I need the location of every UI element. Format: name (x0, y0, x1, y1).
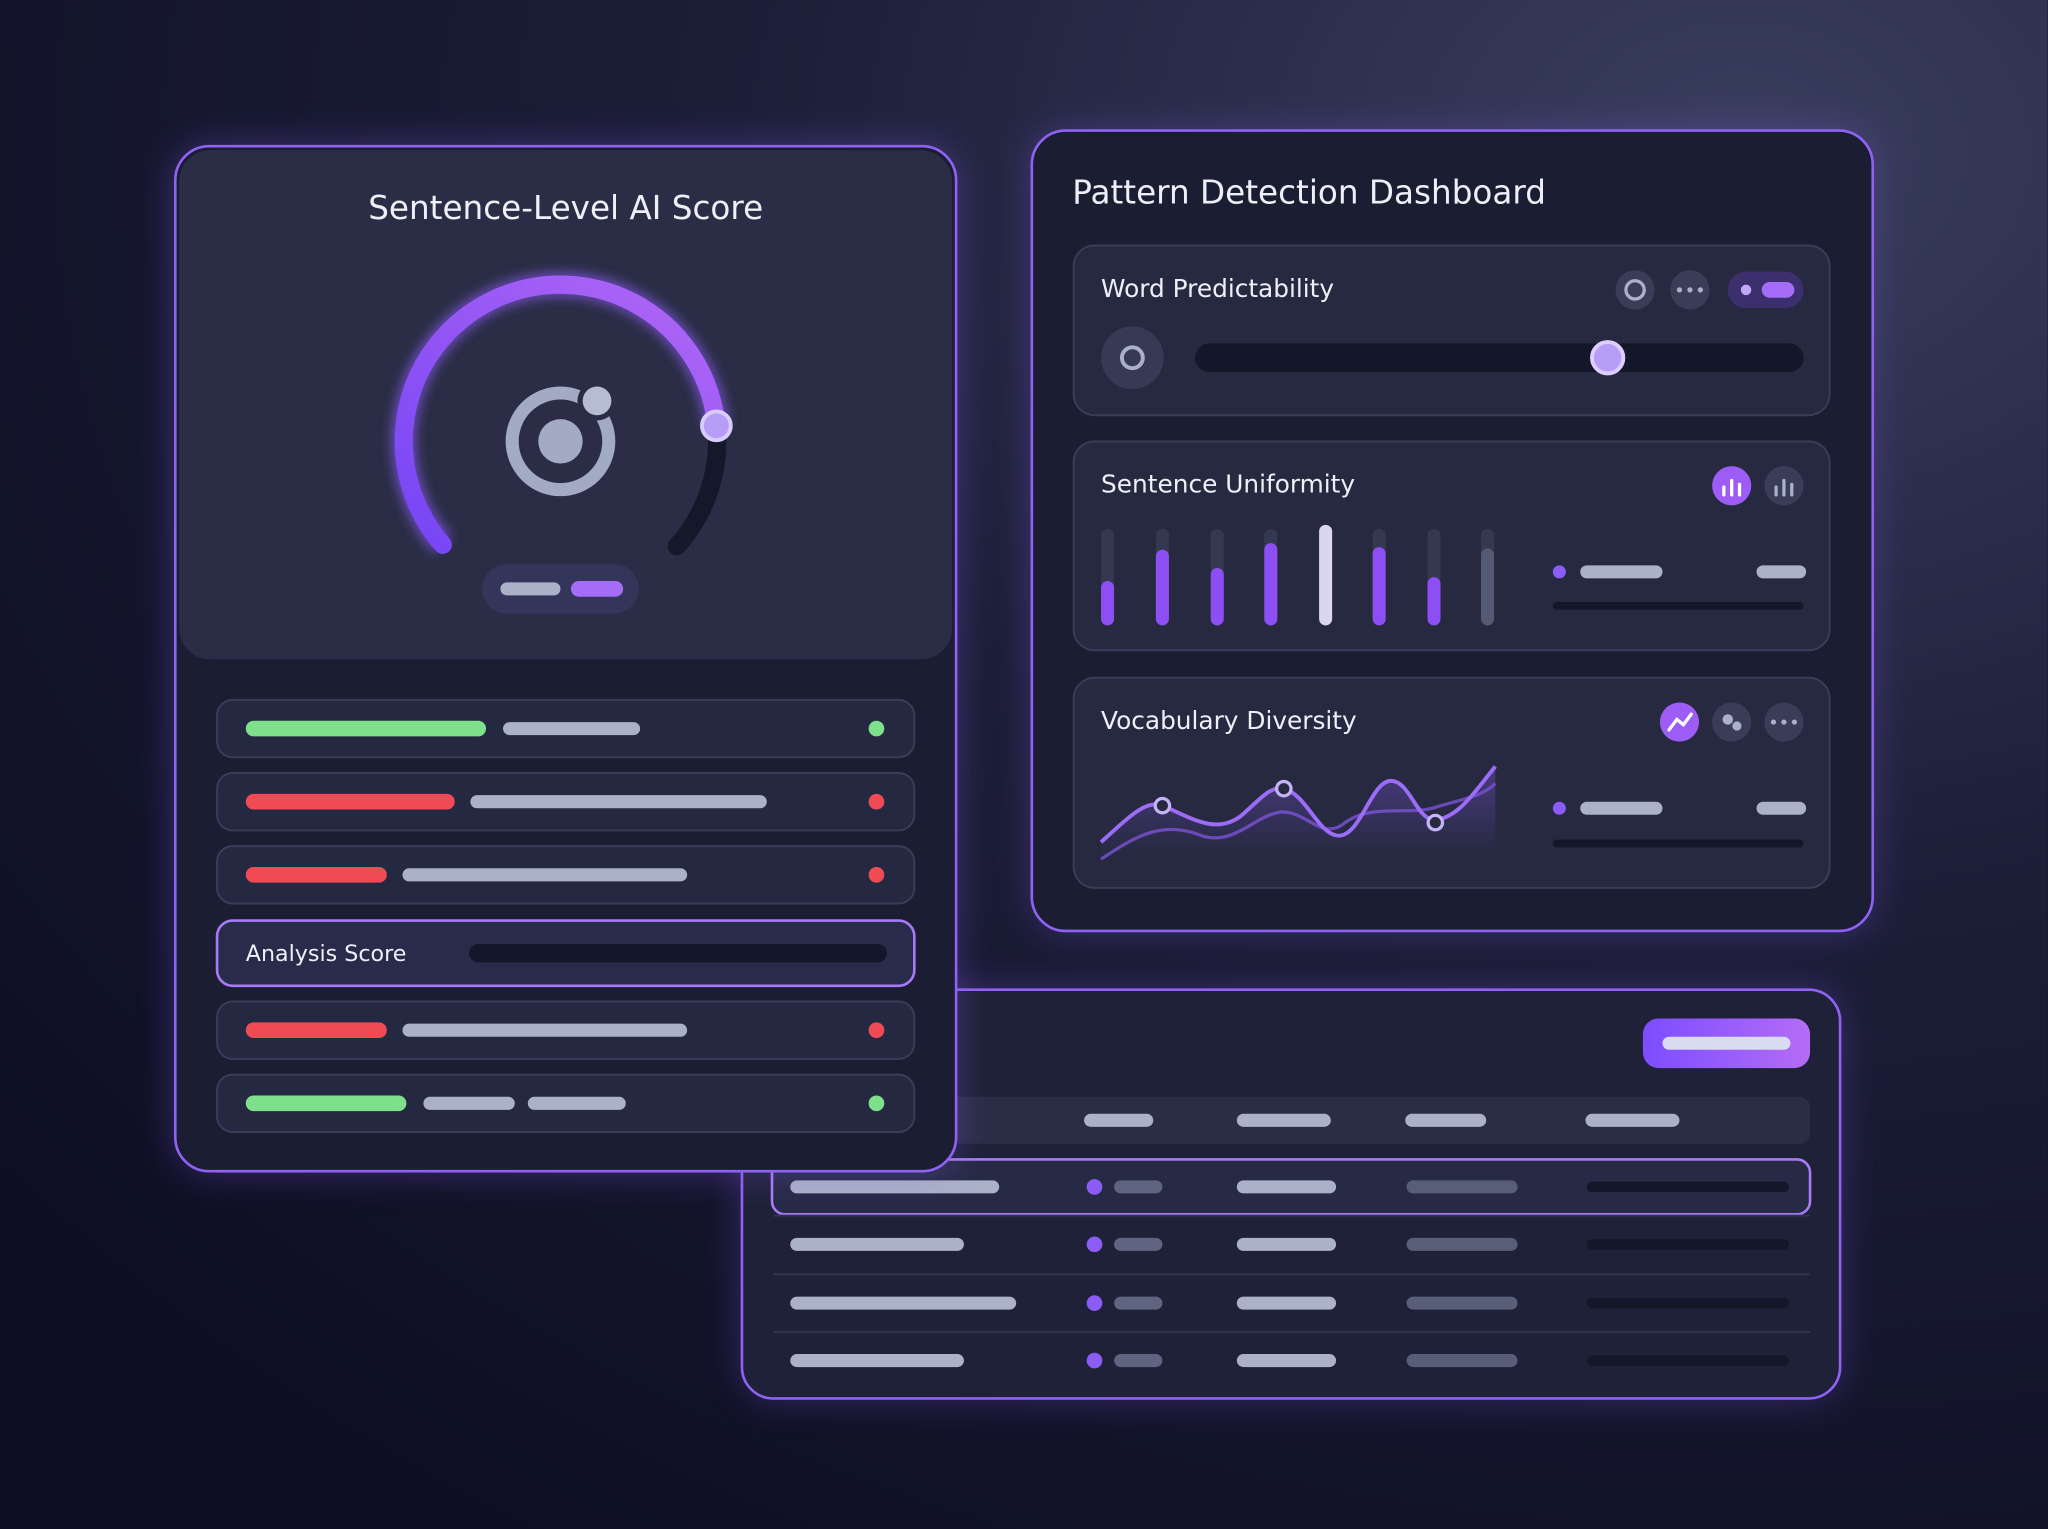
status-dot (868, 1022, 885, 1039)
icon-glyph (1781, 719, 1787, 725)
dashboard-card: Pattern Detection Dashboard Word Predict… (1030, 129, 1875, 933)
icon-glyph (1770, 719, 1777, 725)
status-dot (1086, 1295, 1103, 1311)
icon-badge (1101, 326, 1164, 390)
trend-area (1101, 766, 1496, 856)
icon-glyph (1119, 345, 1145, 371)
panel-title: Vocabulary Diversity (1101, 706, 1357, 735)
status-dot (1086, 1179, 1103, 1195)
icon-glyph (1676, 287, 1683, 293)
status-dot (868, 720, 885, 737)
icon-glyph (1791, 719, 1797, 725)
icon-glyph (1732, 721, 1742, 731)
panel-title: Sentence Uniformity (1101, 470, 1355, 499)
status-dot (1086, 1352, 1103, 1369)
metric-panel (1072, 244, 1831, 417)
logo-satellite (582, 386, 612, 416)
card-title: Sentence-Level AI Score (368, 189, 763, 227)
trend-point (1426, 813, 1445, 832)
gauge-fill (394, 275, 726, 554)
card-title: Pattern Detection Dashboard (1072, 174, 1546, 212)
icon-glyph (1722, 714, 1734, 725)
logo-ring (505, 386, 616, 497)
logo-dot (538, 419, 583, 464)
trend-line-secondary (1100, 782, 1497, 861)
icon-glyph (1667, 712, 1693, 732)
legend-dot (1552, 565, 1566, 579)
gauge-panel (179, 150, 953, 660)
status-dot (868, 866, 885, 883)
gauge-knob (700, 409, 733, 443)
metric-panel (1072, 440, 1831, 652)
trend-point (1275, 779, 1293, 798)
panel-title: Word Predictability (1101, 274, 1334, 303)
icon-glyph (1697, 287, 1703, 293)
score-card: Sentence-Level AI Score Analysis Score (173, 144, 958, 1173)
slider-knob (1590, 340, 1626, 376)
icon-glyph (1624, 279, 1646, 301)
analysis-label: Analysis Score (246, 941, 407, 967)
trend-point (1153, 796, 1172, 815)
status-dot (868, 793, 885, 810)
status-dot (1086, 1236, 1103, 1253)
icon-glyph (1687, 287, 1693, 293)
table-card (740, 988, 1842, 1400)
toggle-part (1740, 284, 1752, 296)
legend-dot (1552, 801, 1566, 815)
icon-button (1615, 270, 1655, 310)
status-dot (868, 1095, 885, 1112)
